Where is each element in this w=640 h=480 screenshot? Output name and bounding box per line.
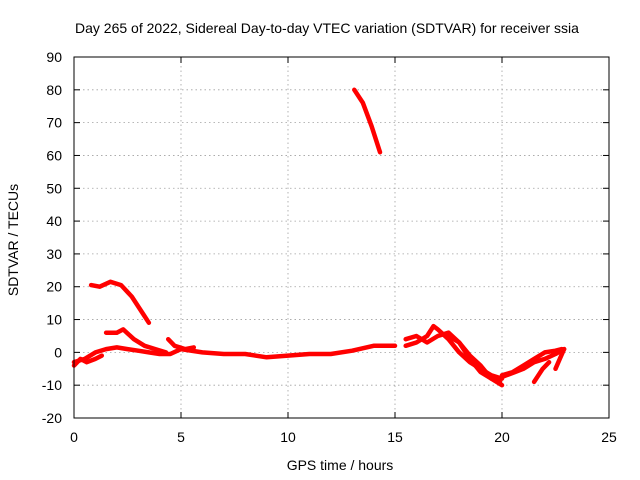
y-tick-label: 20 <box>46 279 62 295</box>
x-axis-label: GPS time / hours <box>287 457 394 473</box>
x-tick-label: 25 <box>601 429 617 445</box>
y-tick-label: 60 <box>46 147 62 163</box>
x-tick-label: 15 <box>387 429 403 445</box>
y-tick-label: 10 <box>46 312 62 328</box>
y-tick-label: 40 <box>46 213 62 229</box>
series-line-arc-rising-hump <box>103 327 169 355</box>
y-tick-label: 80 <box>46 82 62 98</box>
y-tick-label: 30 <box>46 246 62 262</box>
series-line-arc-main-baseline <box>71 343 398 365</box>
y-tick-label: 70 <box>46 115 62 131</box>
y-tick-label: -20 <box>42 410 62 426</box>
y-tick-label: 90 <box>46 49 62 65</box>
series-group <box>71 87 567 388</box>
series-line-arc-end-22 <box>553 346 567 372</box>
series-line-arc-upper-hump <box>88 279 152 326</box>
series-line-arc-dip-21 <box>531 359 552 385</box>
y-tick-label: -10 <box>42 377 62 393</box>
x-tick-label: 10 <box>280 429 296 445</box>
x-tick-label: 5 <box>177 429 185 445</box>
plot-frame <box>73 56 610 419</box>
y-axis-label: SDTVAR / TECUs <box>5 184 21 296</box>
series-line-arc-spike-5 <box>165 336 197 352</box>
series-line-arc-late-c <box>446 333 503 385</box>
y-tick-label: 0 <box>54 344 62 360</box>
chart-title: Day 265 of 2022, Sidereal Day-to-day VTE… <box>75 20 579 36</box>
grid <box>74 57 609 418</box>
series-line-arc-early-low <box>71 353 105 368</box>
x-tick-label: 20 <box>494 429 510 445</box>
x-tick-label: 0 <box>70 429 78 445</box>
y-tick-label: 50 <box>46 180 62 196</box>
series-line-arc-descending-high <box>352 87 383 155</box>
ticks: 0 5 10 15 20 25 -20 -10 0 10 20 30 40 50 60 70 80 90 <box>42 49 617 445</box>
series-line-arc-recovery-b <box>499 346 565 378</box>
